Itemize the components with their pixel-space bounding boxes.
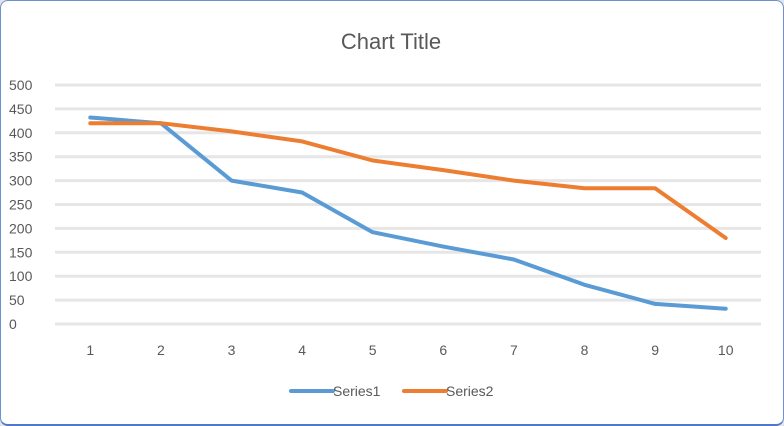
- y-tick-label: 450: [9, 101, 33, 117]
- y-tick-label: 400: [9, 125, 33, 141]
- y-tick-label: 50: [9, 292, 25, 308]
- y-tick-label: 350: [9, 149, 33, 165]
- series-lines: [88, 115, 728, 311]
- y-tick-label: 100: [9, 268, 33, 284]
- x-tick-label: 6: [439, 342, 447, 358]
- x-tick-label: 7: [510, 342, 518, 358]
- y-tick-label: 500: [9, 77, 33, 93]
- x-tick-label: 10: [718, 342, 734, 358]
- legend-label-series2: Series2: [446, 383, 494, 399]
- y-axis-ticks: 0 50 100 150 200 250 300 350 400 450 500: [9, 77, 33, 332]
- x-axis-ticks: 1 2 3 4 5 6 7 8 9 10: [86, 342, 733, 358]
- x-tick-label: 3: [228, 342, 236, 358]
- legend-label-series1: Series1: [333, 383, 381, 399]
- x-tick-label: 4: [298, 342, 306, 358]
- gridlines: [55, 83, 761, 326]
- y-tick-label: 250: [9, 197, 33, 213]
- x-tick-label: 2: [157, 342, 165, 358]
- series-line-series2: [88, 121, 728, 240]
- x-tick-label: 5: [369, 342, 377, 358]
- y-tick-label: 150: [9, 244, 33, 260]
- y-tick-label: 0: [9, 316, 17, 332]
- y-tick-label: 300: [9, 173, 33, 189]
- x-tick-label: 8: [581, 342, 589, 358]
- legend: Series1 Series2: [289, 383, 494, 399]
- y-tick-label: 200: [9, 220, 33, 236]
- chart-title: Chart Title: [341, 29, 441, 54]
- x-tick-label: 9: [651, 342, 659, 358]
- series-line-series1: [88, 115, 728, 311]
- x-tick-label: 1: [86, 342, 94, 358]
